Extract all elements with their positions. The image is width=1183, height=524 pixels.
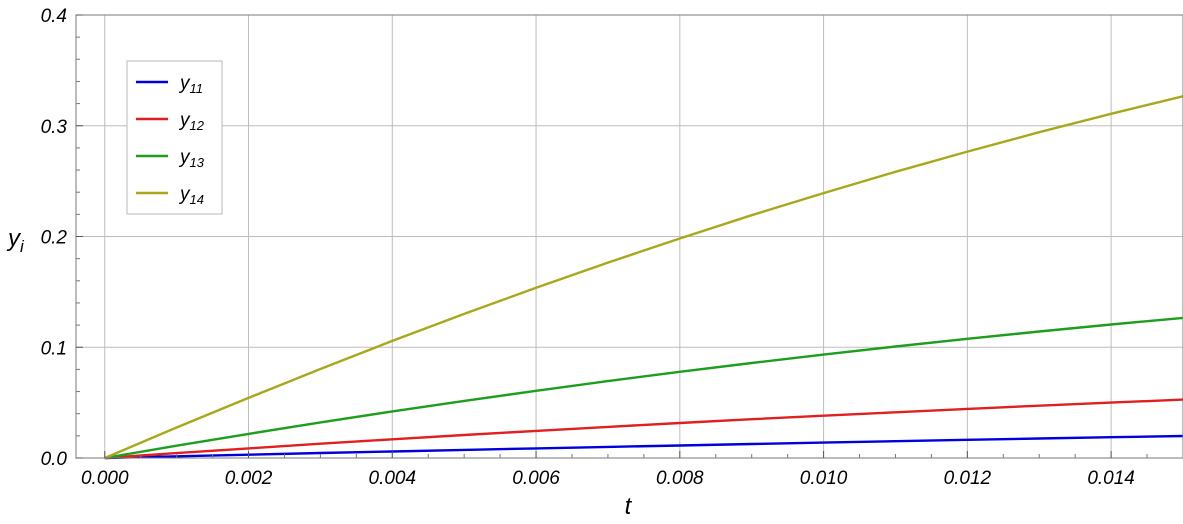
series-line-y13 <box>104 316 1183 460</box>
x-tick-labels: 0.000 0.002 0.004 0.006 0.008 0.010 0.012 0.014 <box>81 468 1135 489</box>
x-tick-label: 0.004 <box>369 468 417 489</box>
y-tick-label: 0.1 <box>41 338 67 359</box>
y-tick-label: 0.4 <box>41 6 67 27</box>
legend: y11 y12 y13 y14 <box>126 60 223 215</box>
y-tick-labels: 0.0 0.1 0.2 0.3 0.4 <box>41 6 68 470</box>
x-tick-label: 0.006 <box>512 468 560 489</box>
series-lines <box>104 95 1183 460</box>
series-line-y12 <box>104 398 1183 460</box>
y-tick-label: 0.0 <box>41 449 68 470</box>
legend-box <box>126 60 223 215</box>
series-line-y11 <box>104 434 1183 460</box>
x-tick-label: 0.014 <box>1087 468 1135 489</box>
y-axis-title-main: y <box>6 225 22 252</box>
axis-ticks <box>76 14 1183 459</box>
legend-label: y13 <box>178 147 205 170</box>
grid <box>76 15 1183 458</box>
legend-label: y11 <box>178 73 203 96</box>
x-tick-label: 0.002 <box>225 468 273 489</box>
legend-label: y12 <box>178 110 205 133</box>
x-axis-title: t <box>625 493 633 520</box>
x-tick-label: 0.010 <box>800 468 848 489</box>
x-tick-label: 0.012 <box>944 468 992 489</box>
y-axis-title-sub: i <box>20 237 25 256</box>
series-line-y14 <box>104 95 1183 460</box>
legend-label: y14 <box>178 184 204 207</box>
x-tick-label: 0.000 <box>81 468 129 489</box>
y-tick-label: 0.2 <box>41 228 68 249</box>
y-tick-label: 0.3 <box>41 117 68 138</box>
y-axis-title: yi <box>6 225 25 256</box>
x-tick-label: 0.008 <box>656 468 704 489</box>
